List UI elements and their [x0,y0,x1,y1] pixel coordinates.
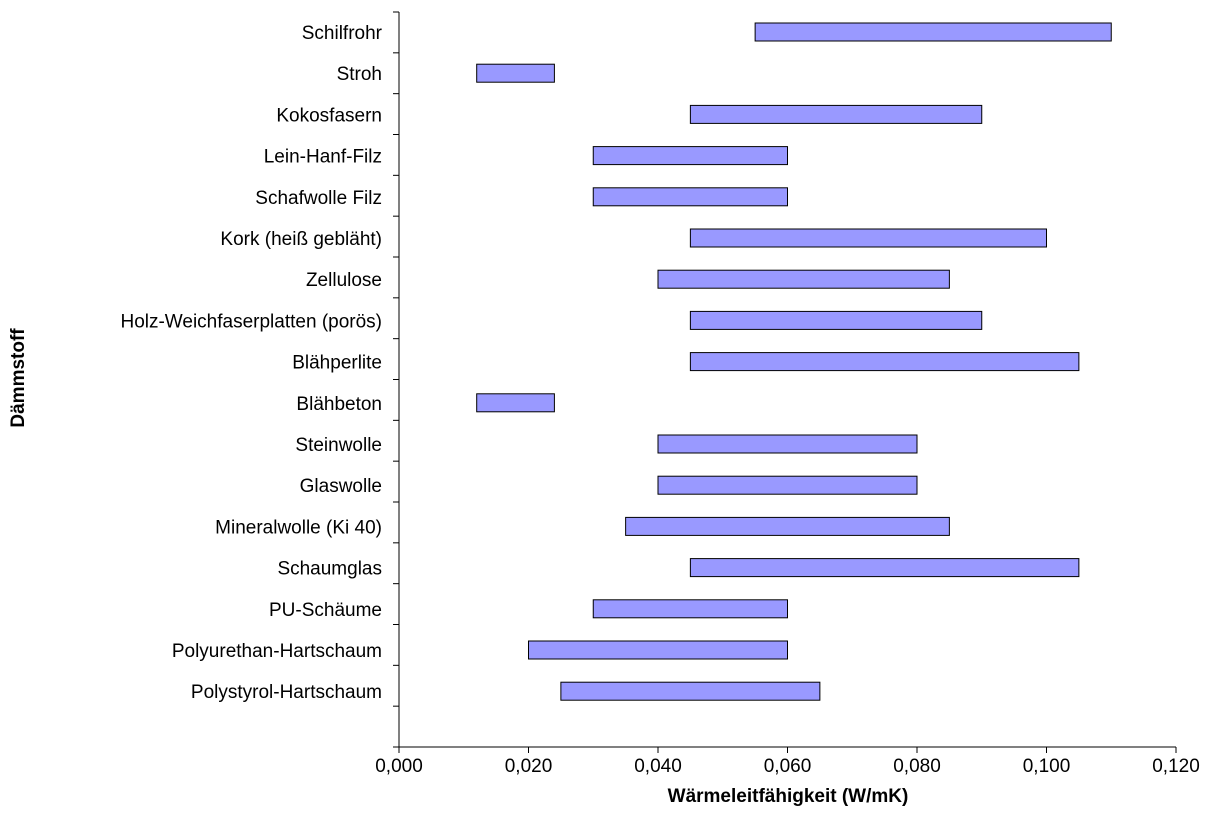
range-bar [476,393,555,413]
category-label: Kokosfasern [276,105,382,126]
x-tick-label: 0,000 [375,756,423,777]
range-bar [689,558,1080,578]
range-bar [476,63,555,83]
axes-layer [393,11,1177,753]
category-label: PU-Schäume [269,600,382,621]
x-axis-title: Wärmeleitfähigkeit (W/mK) [668,786,909,807]
category-label: Polystyrol-Hartschaum [191,682,382,703]
x-tick-label: 0,040 [634,756,682,777]
range-bar [528,640,788,660]
range-bar [689,310,983,330]
range-bar [592,599,788,619]
category-label: Stroh [337,64,382,85]
category-label: Steinwolle [295,435,382,456]
category-label: Polyurethan-Hartschaum [172,641,382,662]
x-tick-label: 0,080 [893,756,941,777]
range-bar [689,352,1080,372]
labels-layer: Schilfrohr Stroh Kokosfasern Lein-Hanf-Filz… [120,23,1199,777]
range-bar [657,475,918,495]
category-label: Zellulose [306,270,382,291]
category-label: Lein-Hanf-Filz [264,147,382,168]
category-label: Kork (heiß gebläht) [220,229,382,250]
range-bar [592,146,788,166]
range-bar [754,22,1112,42]
range-bar [689,228,1047,248]
category-label: Blähperlite [292,353,382,374]
range-bar [657,434,918,454]
category-label: Mineralwolle (Ki 40) [215,517,382,538]
category-label: Schafwolle Filz [255,188,382,209]
x-tick-label: 0,020 [505,756,553,777]
range-bar [689,104,983,124]
range-bar [657,269,950,289]
category-label: Blähbeton [296,394,382,415]
range-bar [625,516,950,536]
x-tick-label: 0,060 [764,756,812,777]
range-bar [592,187,788,207]
range-bar [560,681,821,701]
category-label: Holz-Weichfaserplatten (porös) [120,311,382,332]
x-tick-label: 0,120 [1152,756,1200,777]
category-label: Schaumglas [277,559,382,580]
category-label: Glaswolle [300,476,382,497]
category-label: Schilfrohr [302,23,383,44]
x-tick-label: 0,100 [1023,756,1071,777]
y-axis-title: Dämmstoff [8,328,29,428]
bars-layer [476,22,1112,701]
